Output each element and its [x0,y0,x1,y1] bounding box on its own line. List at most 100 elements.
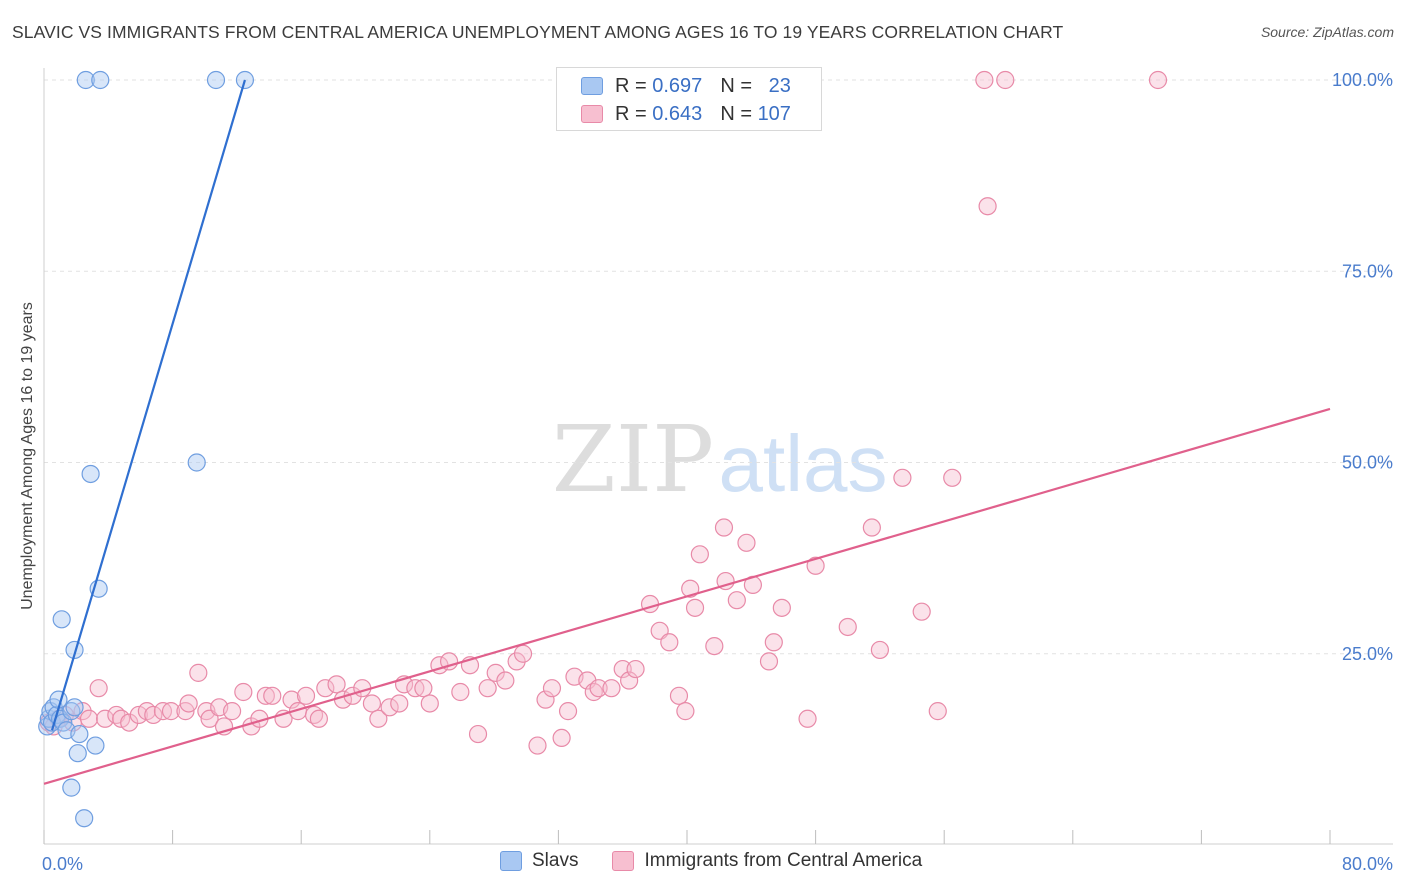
immigrants-point [870,640,890,660]
x-tick-label: 0.0% [42,854,83,874]
immigrants-point [772,598,791,617]
immigrants-point [536,690,555,709]
immigrants-point [120,713,139,732]
watermark: ZIP atlas [552,406,888,513]
slavs-point [86,736,105,755]
slavs-point [75,809,94,828]
grid [44,79,1393,655]
r-label: R = [615,102,647,125]
r-label: R = [615,74,647,97]
immigrants-point [862,518,881,537]
immigrants-point [263,686,282,705]
immigrants-point [439,652,459,671]
immigrants-point [414,679,433,698]
immigrants-point [838,617,857,637]
immigrants-point [681,579,700,598]
immigrants-point [496,671,515,690]
immigrants-point [486,663,505,682]
r-value: 0.643 [652,102,703,125]
legend-item-slavs: Slavs [500,850,578,872]
immigrants-point [759,652,779,671]
stats-row-slavs: R = 0.697 N = 23 [581,74,791,98]
immigrants-point [362,694,382,713]
r-value: 0.697 [652,74,703,97]
stats-row-immigrants: R = 0.643 N = 107 [581,102,791,126]
immigrants-point [620,671,639,690]
x-tick-label: 80.0% [1342,854,1393,874]
y-tick-label: 75.0% [1342,261,1393,281]
immigrants-point [451,682,470,702]
slavs-point [76,70,95,90]
immigrants-swatch [581,105,603,123]
chart-title: SLAVIC VS IMMIGRANTS FROM CENTRAL AMERIC… [12,22,1064,42]
source-label: Source: ZipAtlas.com [1260,24,1394,40]
immigrants-point [737,533,756,552]
n-label: N = [720,102,752,125]
n-value: 23 [768,74,791,97]
immigrants-point [978,197,997,216]
y-tick-label: 50.0% [1342,453,1393,473]
immigrants-point [798,709,817,728]
immigrants-point [613,659,632,679]
tick-labels: 25.0% 50.0% 75.0% 100.0% 0.0% 80.0% [42,70,1393,874]
immigrants-point [669,686,689,705]
immigrants-point [975,70,994,90]
legend-swatch-immigrants [612,851,635,871]
trend-lines [43,79,1331,785]
immigrants-point [996,70,1015,90]
slavs-swatch [581,77,603,95]
immigrants-point [420,694,439,713]
slavs-point [68,744,87,763]
immigrants-point [327,675,346,694]
stats-legend: R = 0.697 N = 23 R = 0.643 N = 107 [556,67,822,131]
immigrants-point [528,736,547,755]
immigrants-point [144,705,163,725]
immigrants-point [602,679,621,698]
immigrants-point [714,518,734,537]
slavs-trend-line [50,79,246,731]
immigrants-point [893,468,912,487]
immigrants-point [558,702,578,721]
immigrants-point [928,702,947,721]
slavs-point [91,70,110,90]
immigrants-point [380,698,399,717]
slavs-point [81,464,100,484]
n-label: N = [720,74,752,97]
immigrants-point [513,644,533,663]
immigrants-point [89,679,108,698]
immigrants-point [390,694,409,713]
immigrants-point [705,636,724,656]
immigrants-point [727,591,746,610]
immigrants-point [256,686,275,705]
immigrants-point [79,709,99,728]
series-legend: Slavs Immigrants from Central America [500,850,956,872]
immigrants-point [316,679,335,698]
immigrants-point [589,679,608,698]
slavs-point [65,640,84,660]
slavs-point [206,70,226,90]
y-tick-label: 100.0% [1332,70,1393,90]
legend-item-immigrants: Immigrants from Central America [612,850,922,872]
n-value: 107 [757,102,791,125]
immigrants-point [1148,70,1168,90]
immigrants-point [161,702,181,721]
axes [43,68,1393,845]
immigrants-trend-line [43,407,1331,785]
immigrants-point [179,694,198,713]
immigrants-point [296,686,316,705]
immigrants-point [282,690,301,709]
immigrants-point [222,702,242,721]
immigrants-point [806,556,825,575]
legend-label-slavs: Slavs [532,850,579,871]
legend-label-immigrants: Immigrants from Central America [644,850,923,871]
immigrants-point [95,709,115,728]
immigrants-point [676,702,695,721]
immigrants-point [660,633,679,652]
immigrants-point [542,679,562,698]
immigrants-point [943,468,962,487]
immigrants-point [234,682,253,702]
y-tick-label: 25.0% [1342,644,1393,664]
slavs-point [52,610,71,629]
slavs-point [65,698,84,717]
